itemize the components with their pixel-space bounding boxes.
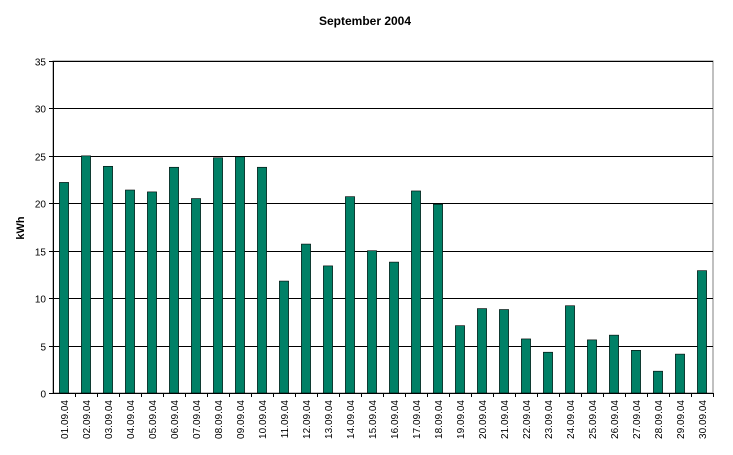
x-tick-label: 18.09.04: [434, 400, 445, 439]
bar-13.09.04: [323, 265, 333, 394]
x-tick-label: 05.09.04: [148, 400, 159, 439]
y-tick-label: 30: [35, 105, 47, 116]
y-tick-label: 35: [35, 58, 47, 69]
bar-23.09.04: [543, 351, 553, 394]
y-tick-label: 25: [35, 153, 47, 164]
x-tick-label: 03.09.04: [104, 400, 115, 439]
bar-22.09.04: [521, 338, 531, 394]
plot-area: 0 5 10 15 20 25 30 35 01.09.04 02.09.04 03.09.04 04…: [35, 58, 714, 439]
y-axis-label: kWh: [15, 216, 27, 240]
bar-21.09.04: [499, 309, 509, 394]
y-tick-label: 20: [35, 200, 47, 211]
bar-29.09.04: [675, 353, 685, 394]
bar-18.09.04: [433, 203, 443, 394]
bar-10.09.04: [257, 166, 267, 394]
x-tick-label: 16.09.04: [390, 400, 401, 439]
x-tick-label: 06.09.04: [170, 400, 181, 439]
bar-17.09.04: [411, 190, 421, 394]
x-tick-label: 23.09.04: [544, 400, 555, 439]
x-tick-label: 04.09.04: [126, 400, 137, 439]
bar-01.09.04: [59, 182, 69, 394]
x-tick-label: 13.09.04: [324, 400, 335, 439]
y-tick-label: 0: [40, 390, 46, 401]
bar-06.09.04: [169, 166, 179, 394]
bar-28.09.04: [653, 370, 663, 394]
x-tick-label: 02.09.04: [82, 400, 93, 439]
bar-03.09.04: [103, 165, 113, 394]
x-tick-label: 29.09.04: [676, 400, 687, 439]
x-tick-label: 17.09.04: [412, 400, 423, 439]
x-tick-label: 27.09.04: [632, 400, 643, 439]
bar-20.09.04: [477, 308, 487, 394]
x-tick-label: 14.09.04: [346, 400, 357, 439]
bar-11.09.04: [279, 280, 289, 394]
bar-30.09.04: [697, 270, 707, 394]
x-tick-label: 21.09.04: [500, 400, 511, 439]
x-tick-label: 20.09.04: [478, 400, 489, 439]
bar-24.09.04: [565, 305, 575, 394]
x-tick-label: 25.09.04: [588, 400, 599, 439]
y-tick-label: 10: [35, 295, 47, 306]
x-tick-label: 08.09.04: [214, 400, 225, 439]
bar-04.09.04: [125, 189, 135, 394]
bar-09.09.04: [235, 156, 245, 394]
chart-title: September 2004: [319, 14, 411, 28]
plot-frame: [52, 60, 714, 394]
y-tick-label: 5: [40, 343, 46, 354]
y-tick-label: 15: [35, 248, 47, 259]
bar-19.09.04: [455, 325, 465, 394]
x-tick-label: 12.09.04: [302, 400, 313, 439]
bar-27.09.04: [631, 350, 641, 394]
x-tick-label: 07.09.04: [192, 400, 203, 439]
x-tick-label: 09.09.04: [236, 400, 247, 439]
bar-14.09.04: [345, 196, 355, 394]
bar-08.09.04: [213, 157, 223, 394]
bar-05.09.04: [147, 191, 157, 394]
bar-02.09.04: [81, 155, 91, 394]
x-tick-label: 11.09.04: [280, 400, 291, 439]
x-tick-label: 10.09.04: [258, 400, 269, 439]
x-tick-label: 19.09.04: [456, 400, 467, 439]
bar-25.09.04: [587, 339, 597, 394]
bar-16.09.04: [389, 261, 399, 394]
bar-15.09.04: [367, 250, 377, 394]
x-tick-label: 28.09.04: [654, 400, 665, 439]
x-tick-label: 30.09.04: [698, 400, 709, 439]
bar-12.09.04: [301, 243, 311, 394]
x-tick-label: 22.09.04: [522, 400, 533, 439]
bar-26.09.04: [609, 334, 619, 394]
x-tick-label: 01.09.04: [60, 400, 71, 439]
bar-07.09.04: [191, 198, 201, 394]
x-tick-label: 26.09.04: [610, 400, 621, 439]
x-tick-label: 24.09.04: [566, 400, 577, 439]
x-tick-label: 15.09.04: [368, 400, 379, 439]
